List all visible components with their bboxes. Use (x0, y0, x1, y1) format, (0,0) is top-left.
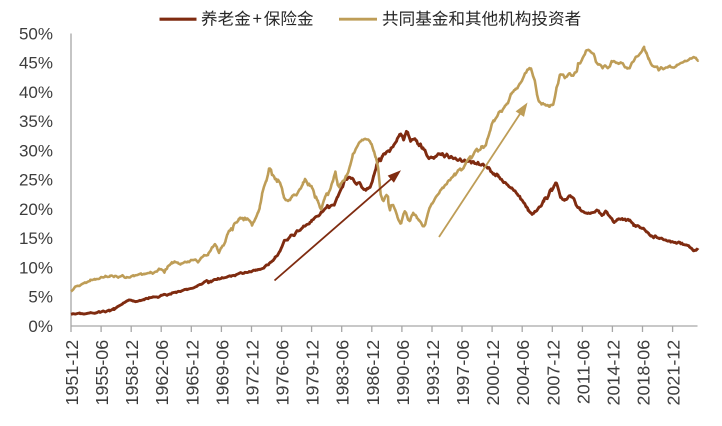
svg-text:2000-12: 2000-12 (483, 340, 503, 406)
svg-text:1979-12: 1979-12 (303, 340, 323, 406)
svg-text:2011-06: 2011-06 (573, 340, 593, 404)
svg-text:1997-06: 1997-06 (453, 340, 473, 406)
svg-text:35%: 35% (19, 112, 53, 131)
svg-text:30%: 30% (19, 141, 53, 160)
svg-text:1951-12: 1951-12 (62, 340, 82, 406)
svg-text:1976-06: 1976-06 (273, 340, 293, 406)
svg-text:1962-06: 1962-06 (152, 340, 172, 406)
svg-text:5%: 5% (28, 288, 53, 307)
svg-text:2014-12: 2014-12 (603, 340, 623, 406)
svg-text:1986-12: 1986-12 (363, 340, 383, 406)
svg-text:1983-06: 1983-06 (333, 340, 353, 406)
svg-text:15%: 15% (19, 229, 53, 248)
svg-text:1969-06: 1969-06 (212, 340, 232, 406)
svg-text:45%: 45% (19, 54, 53, 73)
svg-text:1965-12: 1965-12 (182, 340, 202, 406)
svg-text:2007-12: 2007-12 (543, 340, 563, 406)
svg-text:1972-12: 1972-12 (243, 340, 263, 406)
svg-text:20%: 20% (19, 200, 53, 219)
svg-text:0%: 0% (28, 317, 53, 336)
svg-text:1990-06: 1990-06 (393, 340, 413, 406)
svg-text:2018-06: 2018-06 (634, 340, 654, 406)
svg-text:1993-12: 1993-12 (423, 340, 443, 406)
svg-text:1955-06: 1955-06 (92, 340, 112, 406)
svg-text:50%: 50% (19, 24, 53, 43)
svg-text:2004-06: 2004-06 (513, 340, 533, 406)
svg-text:10%: 10% (19, 258, 53, 277)
svg-text:40%: 40% (19, 83, 53, 102)
svg-text:1958-12: 1958-12 (122, 340, 142, 406)
svg-text:2021-12: 2021-12 (664, 340, 684, 406)
svg-text:25%: 25% (19, 171, 53, 190)
